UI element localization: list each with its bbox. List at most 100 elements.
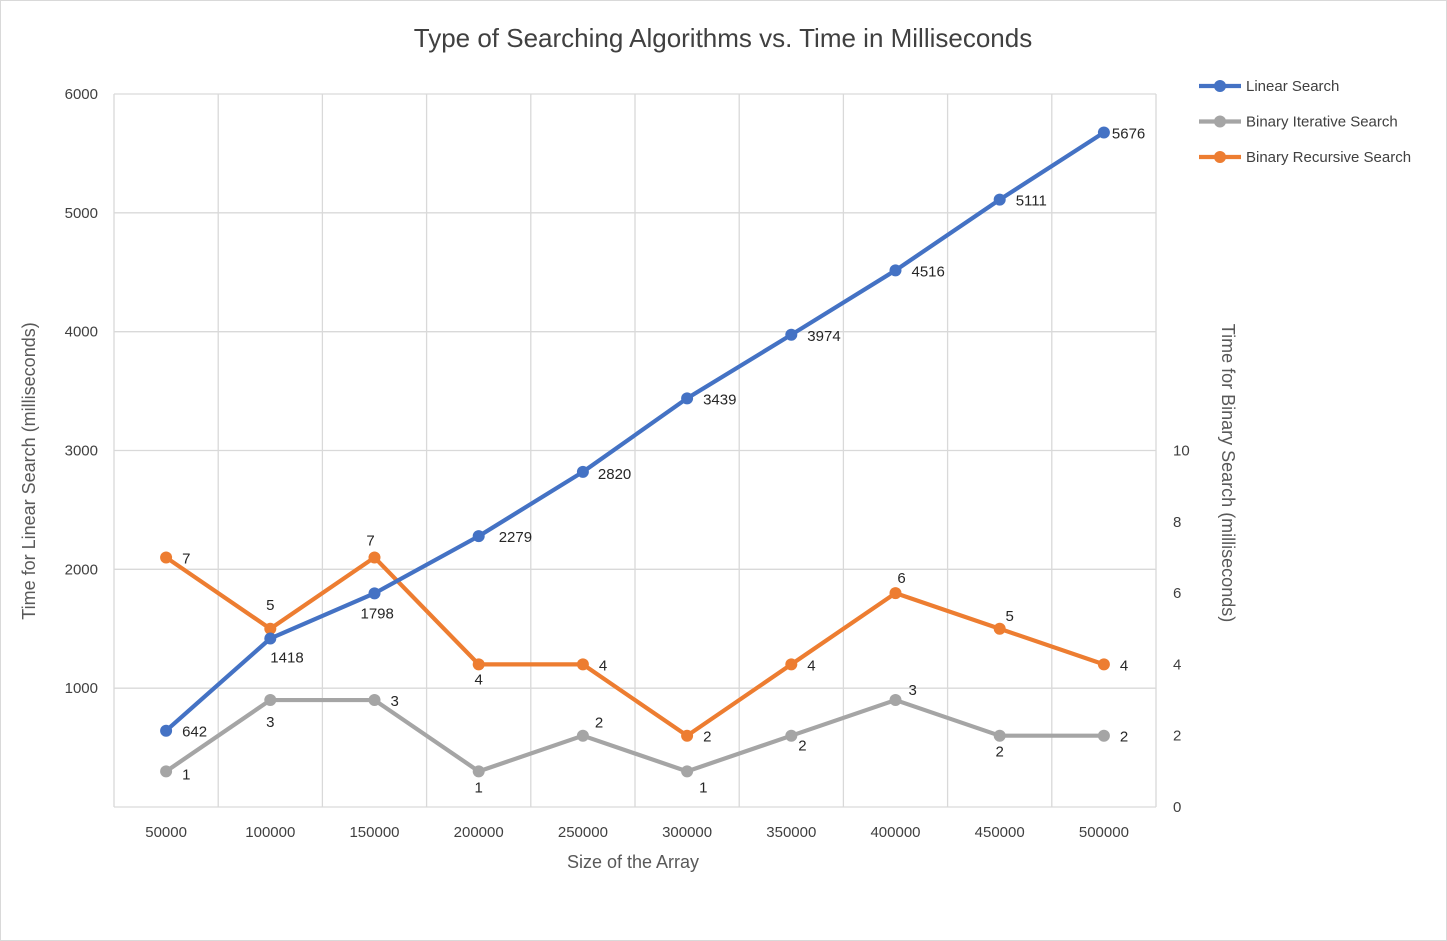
data-label-linear-search: 5676 [1112,126,1145,143]
y2-axis-title: Time for Binary Search (milliseconds) [1218,324,1238,622]
series-line-binary-iterative-search [164,697,1107,774]
data-label-binary-iterative-search: 2 [996,744,1004,761]
data-label-linear-search: 2820 [598,466,631,483]
data-point-binary-iterative-search [681,765,694,778]
data-label-linear-search: 3439 [703,391,736,408]
data-label-binary-iterative-search: 3 [909,682,917,699]
data-label-binary-iterative-search: 3 [266,714,274,731]
data-label-binary-recursive-search: 4 [807,657,815,674]
data-point-linear-search [681,392,694,405]
x-tick-label: 350000 [766,824,816,841]
data-point-binary-recursive-search [576,658,589,671]
data-label-binary-iterative-search: 3 [391,693,399,710]
data-point-binary-iterative-search [1097,729,1110,742]
series-line-linear-search [164,130,1107,733]
data-label-binary-iterative-search: 2 [595,715,603,732]
gridlines [113,93,1157,808]
data-point-linear-search [785,328,798,341]
data-point-linear-search [368,587,381,600]
data-point-linear-search [264,632,277,645]
data-label-binary-recursive-search: 2 [703,729,711,746]
y-tick-label: 4000 [65,324,98,341]
x-tick-label: 150000 [349,824,399,841]
y-tick-label: 2000 [65,561,98,578]
series-line-binary-recursive-search [164,555,1107,738]
data-point-linear-search [160,724,173,737]
data-point-linear-search [472,530,485,543]
y2-tick-label: 10 [1173,443,1190,460]
legend-marker [1214,115,1226,128]
data-label-linear-search: 3974 [807,328,840,345]
data-label-binary-iterative-search: 2 [798,738,806,755]
data-label-linear-search: 5111 [1016,193,1047,210]
data-point-binary-recursive-search [1097,658,1110,671]
data-label-linear-search: 1798 [361,605,394,622]
data-point-binary-iterative-search [576,729,589,742]
data-label-binary-recursive-search: 6 [897,570,905,587]
data-point-binary-recursive-search [993,622,1006,635]
data-label-binary-recursive-search: 4 [599,657,607,674]
y2-tick-label: 4 [1173,656,1181,673]
y-tick-label: 6000 [65,86,98,103]
x-tick-label: 500000 [1079,824,1129,841]
data-label-binary-recursive-search: 4 [1120,657,1128,674]
x-tick-label: 200000 [454,824,504,841]
y-tick-label: 3000 [65,443,98,460]
data-point-binary-recursive-search [472,658,485,671]
data-label-binary-recursive-search: 7 [182,550,190,567]
data-point-binary-iterative-search [785,729,798,742]
x-tick-label: 50000 [145,824,187,841]
data-point-binary-recursive-search [889,587,902,600]
chart-title: Type of Searching Algorithms vs. Time in… [414,23,1032,53]
data-point-binary-recursive-search [264,622,277,635]
y-axis-title: Time for Linear Search (milliseconds) [19,322,39,619]
y2-tick-label: 6 [1173,585,1181,602]
data-point-linear-search [993,193,1006,206]
y-tick-label: 1000 [65,680,98,697]
data-point-binary-iterative-search [472,765,485,778]
data-point-binary-recursive-search [368,551,381,564]
y2-tick-label: 8 [1173,514,1181,531]
data-point-binary-iterative-search [368,694,381,707]
x-axis-title: Size of the Array [567,852,699,872]
data-point-binary-iterative-search [160,765,173,778]
legend-label: Binary Iterative Search [1246,114,1398,131]
data-point-binary-recursive-search [681,729,694,742]
y-tick-label: 5000 [65,205,98,222]
x-tick-label: 450000 [975,824,1025,841]
data-point-binary-iterative-search [264,694,277,707]
data-label-binary-iterative-search: 1 [699,779,707,796]
legend-marker [1214,151,1226,163]
data-point-binary-iterative-search [993,729,1006,742]
data-point-linear-search [889,264,902,277]
data-point-linear-search [576,465,589,478]
x-tick-label: 100000 [245,824,295,841]
data-point-binary-recursive-search [785,658,798,671]
data-label-binary-iterative-search: 2 [1120,729,1128,746]
legend-marker [1214,80,1226,92]
data-label-binary-recursive-search: 7 [366,532,374,549]
x-tick-label: 250000 [558,824,608,841]
data-label-binary-recursive-search: 5 [1006,608,1014,625]
series-group [160,126,1110,778]
legend: Linear Search Binary Iterative Search Bina… [1199,78,1411,166]
data-label-binary-recursive-search: 4 [475,671,483,688]
data-point-binary-iterative-search [889,694,902,707]
data-label-linear-search: 2279 [499,529,532,546]
data-labels: 1 3 3 1 2 1 2 3 2 2 7 5 7 4 4 2 4 6 5 4 642 1418 1798 2279 2820 3… [182,126,1145,797]
data-label-linear-search: 1418 [270,649,303,666]
y2-tick-label: 0 [1173,799,1181,816]
x-tick-label: 400000 [870,824,920,841]
data-label-linear-search: 4516 [912,263,945,280]
data-label-binary-recursive-search: 5 [266,597,274,614]
legend-label: Binary Recursive Search [1246,149,1411,166]
y2-tick-label: 2 [1173,728,1181,745]
legend-label: Linear Search [1246,78,1339,95]
data-point-binary-recursive-search [160,551,173,564]
data-label-binary-iterative-search: 1 [182,766,190,783]
data-point-linear-search [1097,126,1110,139]
x-tick-label: 300000 [662,824,712,841]
